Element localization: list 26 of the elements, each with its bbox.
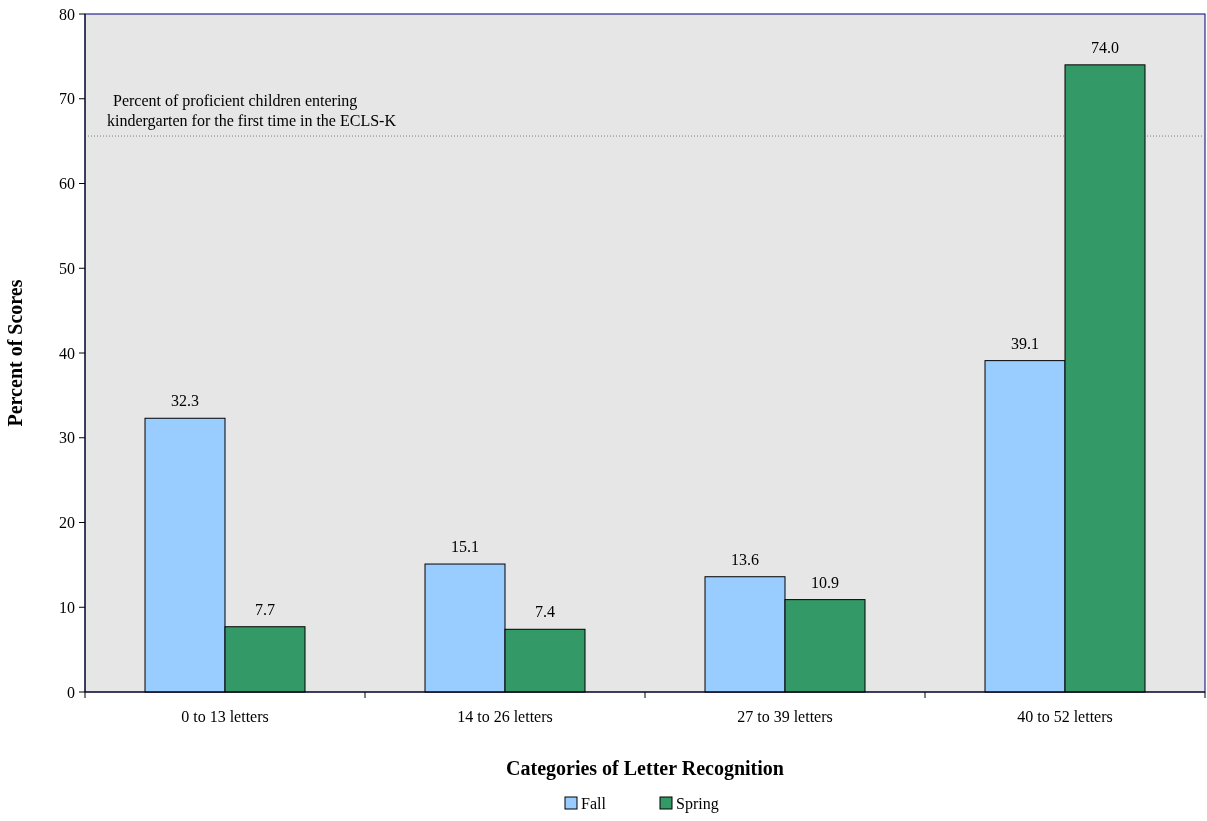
data-label: 13.6 (731, 550, 759, 568)
y-tick-label: 50 (59, 259, 75, 277)
legend-label: Fall (581, 795, 607, 812)
data-label: 74.0 (1091, 38, 1119, 56)
x-axis-title: Categories of Letter Recognition (506, 757, 784, 780)
data-label: 15.1 (451, 538, 479, 556)
y-tick-label: 60 (59, 175, 75, 193)
data-label: 39.1 (1011, 334, 1039, 352)
x-tick-label: 14 to 26 letters (457, 708, 553, 725)
data-label: 10.9 (811, 573, 839, 591)
x-tick-label: 40 to 52 letters (1017, 708, 1113, 725)
x-tick-label: 27 to 39 letters (737, 708, 833, 725)
y-tick-label: 0 (67, 683, 75, 701)
data-label: 32.3 (171, 392, 199, 410)
data-label: 7.4 (535, 603, 555, 621)
legend-label: Spring (676, 795, 719, 813)
ref-line-label: Percent of proficient children entering kindergarten for the first time in the ECLS-K (107, 92, 397, 131)
x-tick-label: 0 to 13 letters (181, 708, 269, 725)
y-tick-label: 80 (59, 5, 75, 23)
y-tick-label: 70 (59, 90, 75, 108)
y-tick-label: 20 (59, 514, 75, 532)
y-tick-label: 40 (59, 344, 75, 362)
y-tick-label: 10 (59, 598, 75, 616)
y-tick-label: 30 (59, 429, 75, 447)
data-label: 7.7 (255, 600, 275, 618)
y-axis-title: Percent of Scores (4, 279, 26, 427)
